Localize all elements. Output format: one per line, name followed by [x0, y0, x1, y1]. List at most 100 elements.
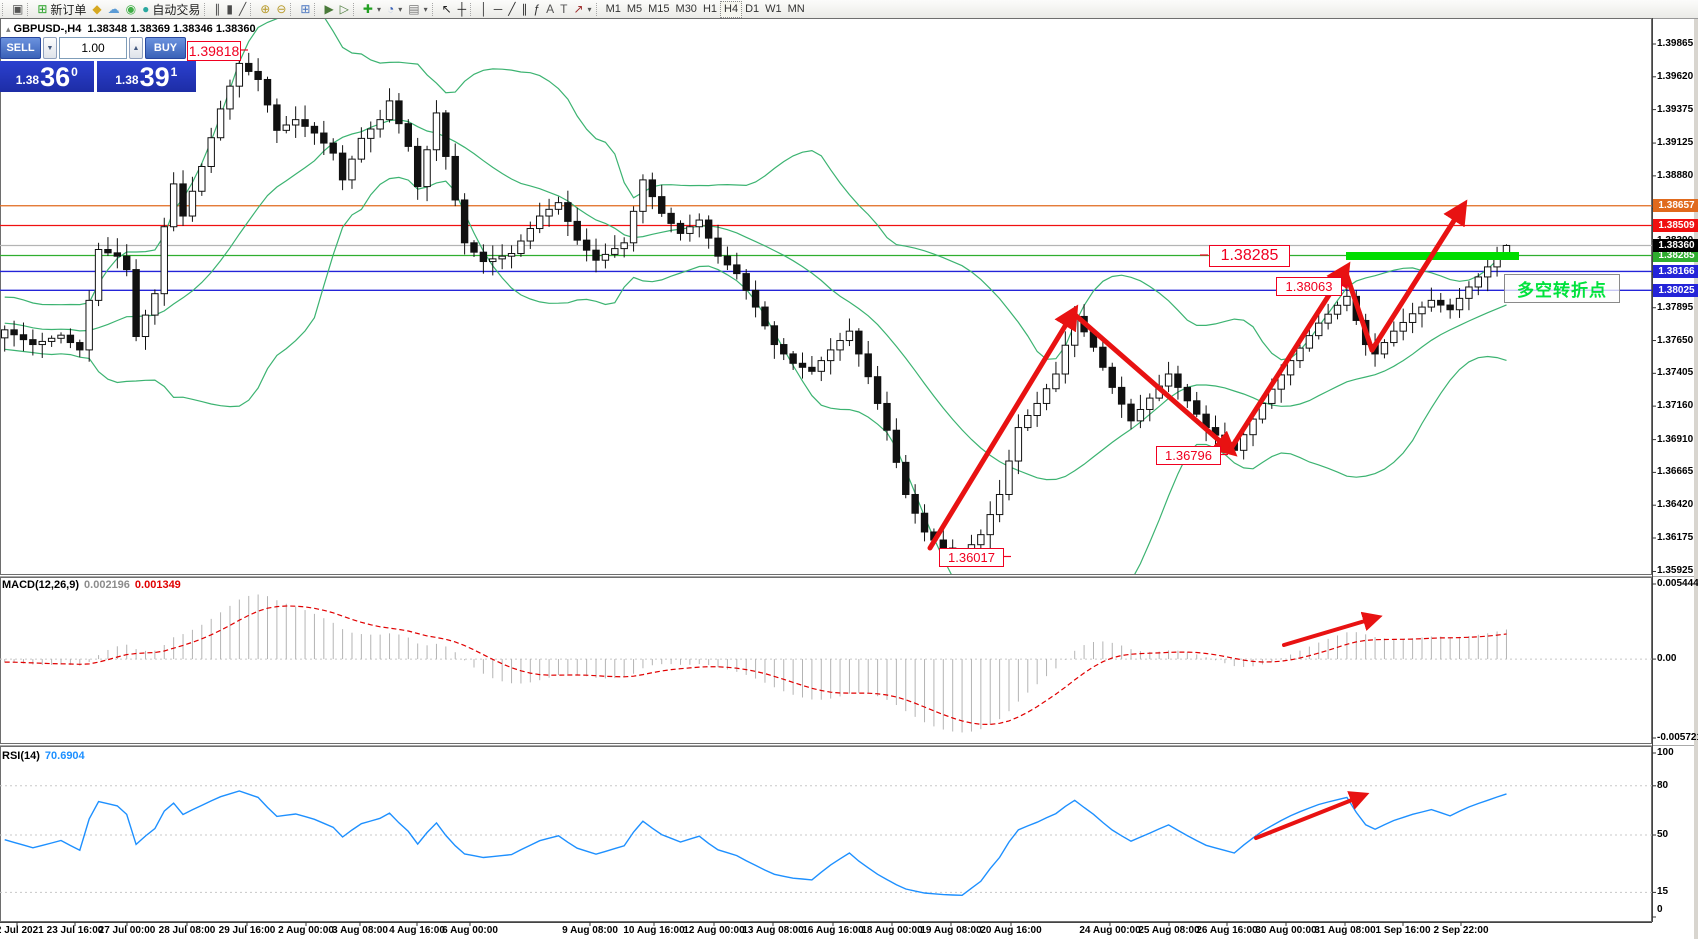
trend-arrow-1[interactable] — [1070, 310, 1238, 457]
fibonacci-button[interactable]: ƒ — [530, 1, 543, 18]
tile-windows-button[interactable]: ⊞ — [297, 1, 313, 18]
vertical-line-button[interactable]: │ — [477, 1, 491, 18]
periods-button[interactable]: ◔ ▾ — [384, 1, 405, 18]
templates-button[interactable]: ▤ ▾ — [405, 1, 430, 18]
trendline-button[interactable]: ╱ — [505, 1, 518, 18]
text-label-button[interactable]: T — [557, 1, 570, 18]
chart-shift-button[interactable]: ▷ — [337, 1, 352, 18]
arrows-button[interactable]: ↗ ▾ — [570, 1, 594, 18]
time-axis-label: 3 Aug 08:00 — [332, 925, 388, 936]
tf-h1[interactable]: H1 — [700, 1, 720, 18]
indicators-button-caret-icon[interactable]: ▾ — [376, 4, 381, 14]
indicators-button[interactable]: ✚ ▾ — [360, 1, 384, 18]
rsi-trend-arrow[interactable] — [1254, 791, 1370, 840]
price-axis-label: 1.37650 — [1657, 334, 1694, 346]
trend-arrow-3[interactable] — [1342, 267, 1375, 353]
window-icon[interactable]: ▣ — [9, 1, 26, 18]
sell-price-small: 1.38 — [15, 73, 40, 87]
volume-input[interactable] — [59, 37, 127, 59]
tf-m15[interactable]: M15 — [645, 1, 672, 18]
macd-plot — [0, 594, 1652, 733]
tf-m1[interactable]: M1 — [603, 1, 624, 18]
time-axis-label: 16 Aug 16:00 — [802, 925, 864, 936]
new-order-button[interactable]: ⊞ 新订单 — [34, 1, 89, 18]
price-axis-label: 1.38880 — [1657, 169, 1694, 181]
arrows-button-caret-icon[interactable]: ▾ — [587, 4, 592, 14]
macd-label: MACD(12,26,9) 0.002196 0.001349 — [2, 579, 181, 591]
periods-button-caret-icon[interactable]: ▾ — [398, 4, 403, 14]
channel-button[interactable]: ∥ — [518, 1, 530, 18]
time-axis-label: 23 Jul 16:00 — [46, 925, 104, 936]
indicators-button-icon: ✚ — [362, 2, 373, 16]
market-watch-icon[interactable]: ◆ — [89, 1, 104, 18]
tf-d1[interactable]: D1 — [742, 1, 762, 18]
crosshair-button[interactable]: ┼ — [455, 1, 470, 18]
annotation-label-1.36796[interactable]: 1.36796 — [1156, 446, 1221, 465]
sell-price-big: 36 — [40, 62, 71, 92]
trend-arrow-4[interactable] — [1369, 199, 1468, 353]
tf-m30[interactable]: M30 — [673, 1, 700, 18]
price-axis-label: 1.39375 — [1657, 103, 1694, 115]
channel-button-icon: ∥ — [521, 2, 528, 16]
tf-mn[interactable]: MN — [785, 1, 808, 18]
bull-bear-turning-point-note[interactable]: 多空转折点 — [1504, 274, 1620, 303]
annotation-label-1.38063[interactable]: 1.38063 — [1276, 277, 1342, 296]
rsi-axis-label: 15 — [1657, 886, 1669, 898]
tf-m5-label: M5 — [626, 3, 643, 15]
trend-arrow-2[interactable] — [1227, 261, 1351, 453]
templates-button-caret-icon[interactable]: ▾ — [423, 4, 428, 14]
sell-price-display[interactable]: 1.38 36 0 — [0, 61, 94, 92]
time-axis-label: 31 Aug 08:00 — [1314, 925, 1376, 936]
time-axis-label: 1 Sep 16:00 — [1375, 925, 1431, 936]
cursor-button[interactable]: ↖ — [439, 1, 455, 18]
tf-m5[interactable]: M5 — [624, 1, 645, 18]
navigator-icon[interactable]: ◉ — [123, 1, 139, 18]
time-axis-label: 2 Sep 22:00 — [1433, 925, 1489, 936]
cursor-button-icon: ↖ — [441, 2, 452, 16]
annotation-label-1.36017[interactable]: 1.36017 — [939, 548, 1004, 567]
candlestick-chart-button[interactable]: ▮ — [223, 1, 236, 18]
market-watch-icon-icon: ◆ — [92, 2, 102, 16]
rsi-axis-label: 100 — [1657, 747, 1674, 758]
horizontal-line-button[interactable]: ─ — [491, 1, 506, 18]
tf-w1[interactable]: W1 — [762, 1, 785, 18]
buy-price-display[interactable]: 1.38 39 1 — [96, 61, 196, 92]
price-axis-label: 1.39125 — [1657, 137, 1694, 149]
annotation-label-1.39818[interactable]: 1.39818 — [187, 41, 241, 61]
volume-down-button[interactable]: ▼ — [43, 37, 57, 59]
auto-scroll-button-icon: ▶ — [324, 2, 334, 16]
buy-button[interactable]: BUY — [145, 37, 186, 59]
time-axis-label: 18 Aug 00:00 — [861, 925, 923, 936]
annotation-label-1.38285[interactable]: 1.38285 — [1209, 245, 1290, 267]
zoom-out-button[interactable]: ⊖ — [273, 1, 289, 18]
zoom-in-button[interactable]: ⊕ — [257, 1, 273, 18]
buy-price-sup: 1 — [170, 65, 178, 79]
volume-up-button[interactable]: ▲ — [129, 37, 143, 59]
time-axis-label: 24 Aug 00:00 — [1079, 925, 1141, 936]
trend-arrow-0[interactable] — [927, 304, 1079, 551]
toolbar-group-handle — [595, 2, 601, 16]
price-plot — [0, 19, 1652, 574]
line-chart-button[interactable]: ╱ — [236, 1, 249, 18]
time-axis-label: 26 Aug 16:00 — [1196, 925, 1258, 936]
data-window-icon[interactable]: ☁ — [105, 1, 123, 18]
autotrading-button[interactable]: ● 自动交易 — [139, 1, 203, 18]
time-axis-label: 2 Aug 00:00 — [278, 925, 334, 936]
tf-h4[interactable]: H4 — [720, 0, 743, 18]
auto-scroll-button[interactable]: ▶ — [321, 1, 336, 18]
time-axis-label: 9 Aug 08:00 — [562, 925, 618, 936]
candles — [1, 50, 1511, 565]
text-button[interactable]: A — [543, 1, 557, 18]
templates-button-icon: ▤ — [408, 2, 420, 16]
macd-axis-label: 0.00 — [1657, 653, 1677, 665]
chart-shift-button-icon: ▷ — [339, 2, 349, 16]
sell-button[interactable]: SELL — [0, 37, 41, 59]
macd-trend-arrow[interactable] — [1282, 611, 1383, 647]
time-axis-label: 25 Aug 08:00 — [1138, 925, 1200, 936]
macd-axis-label: 0.005444 — [1657, 578, 1698, 589]
macd-panel — [0, 577, 1652, 744]
bar-chart-button[interactable]: ∥ — [211, 1, 223, 18]
time-axis-label: 13 Aug 08:00 — [742, 925, 804, 936]
